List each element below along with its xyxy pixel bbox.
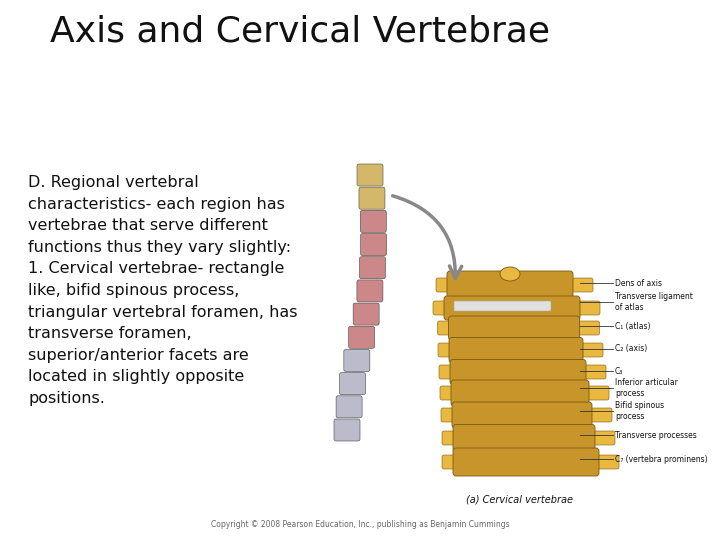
FancyBboxPatch shape xyxy=(584,365,606,379)
FancyBboxPatch shape xyxy=(438,343,460,357)
FancyBboxPatch shape xyxy=(336,396,362,418)
FancyBboxPatch shape xyxy=(449,316,580,340)
FancyBboxPatch shape xyxy=(439,365,461,379)
FancyBboxPatch shape xyxy=(360,211,387,232)
Text: C₁ (atlas): C₁ (atlas) xyxy=(615,321,650,330)
Text: D. Regional vertebral
characteristics- each region has
vertebrae that serve diff: D. Regional vertebral characteristics- e… xyxy=(28,175,297,406)
FancyBboxPatch shape xyxy=(451,380,589,406)
FancyBboxPatch shape xyxy=(344,349,370,372)
FancyBboxPatch shape xyxy=(359,256,385,279)
Text: Dens of axis: Dens of axis xyxy=(615,279,662,287)
Text: C₂ (axis): C₂ (axis) xyxy=(615,345,647,354)
FancyBboxPatch shape xyxy=(440,386,462,400)
Text: Copyright © 2008 Pearson Education, Inc., publishing as Benjamin Cummings: Copyright © 2008 Pearson Education, Inc.… xyxy=(211,520,509,529)
Text: Transverse ligament
of atlas: Transverse ligament of atlas xyxy=(615,292,693,312)
FancyBboxPatch shape xyxy=(348,326,374,348)
FancyBboxPatch shape xyxy=(357,164,383,186)
FancyBboxPatch shape xyxy=(438,321,459,335)
FancyBboxPatch shape xyxy=(436,278,458,292)
Text: Axis and Cervical Vertebrae: Axis and Cervical Vertebrae xyxy=(50,15,550,49)
FancyBboxPatch shape xyxy=(444,296,580,320)
FancyBboxPatch shape xyxy=(334,419,360,441)
FancyBboxPatch shape xyxy=(442,455,464,469)
Text: C₇ (vertebra prominens): C₇ (vertebra prominens) xyxy=(615,455,708,463)
FancyBboxPatch shape xyxy=(571,278,593,292)
FancyBboxPatch shape xyxy=(452,402,592,428)
FancyBboxPatch shape xyxy=(578,301,600,315)
FancyBboxPatch shape xyxy=(359,187,385,209)
FancyBboxPatch shape xyxy=(587,386,609,400)
FancyBboxPatch shape xyxy=(353,303,379,325)
FancyBboxPatch shape xyxy=(357,280,383,302)
FancyBboxPatch shape xyxy=(590,408,612,422)
Text: Inferior articular
process: Inferior articular process xyxy=(615,379,678,397)
FancyBboxPatch shape xyxy=(453,448,599,476)
FancyBboxPatch shape xyxy=(577,321,600,335)
FancyBboxPatch shape xyxy=(442,431,464,445)
FancyBboxPatch shape xyxy=(450,360,586,384)
FancyBboxPatch shape xyxy=(447,271,573,299)
FancyBboxPatch shape xyxy=(340,373,366,395)
FancyBboxPatch shape xyxy=(593,431,615,445)
FancyBboxPatch shape xyxy=(597,455,619,469)
Text: Bifid spinous
process: Bifid spinous process xyxy=(615,401,664,421)
FancyBboxPatch shape xyxy=(449,338,583,362)
FancyBboxPatch shape xyxy=(581,343,603,357)
FancyBboxPatch shape xyxy=(361,233,387,255)
Text: (a) Cervical vertebrae: (a) Cervical vertebrae xyxy=(467,495,574,505)
FancyBboxPatch shape xyxy=(454,301,551,311)
Ellipse shape xyxy=(500,267,520,281)
FancyBboxPatch shape xyxy=(433,301,455,315)
Text: C₃: C₃ xyxy=(615,367,624,375)
FancyBboxPatch shape xyxy=(453,424,595,451)
Text: Transverse processes: Transverse processes xyxy=(615,430,697,440)
FancyBboxPatch shape xyxy=(441,408,463,422)
